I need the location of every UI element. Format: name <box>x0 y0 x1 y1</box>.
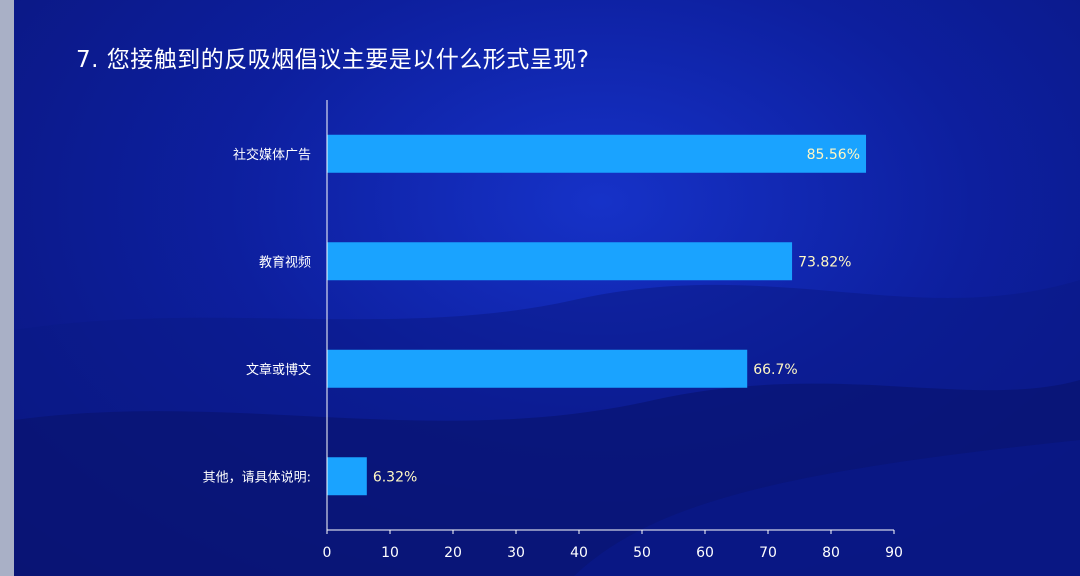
category-label: 其他，请具体说明: <box>203 470 311 485</box>
bar <box>327 457 367 496</box>
x-tick-label: 30 <box>507 545 525 561</box>
value-label: 85.56% <box>807 147 860 163</box>
x-tick-label: 70 <box>759 545 777 561</box>
category-label: 文章或博文 <box>246 362 311 378</box>
x-tick-label: 0 <box>323 545 332 561</box>
slide: 7. 您接触到的反吸烟倡议主要是以什么形式呈现? 社交媒体广告教育视频文章或博文… <box>14 0 1080 576</box>
x-tick-label: 20 <box>444 545 462 561</box>
x-tick-label: 10 <box>381 545 399 561</box>
category-label: 社交媒体广告 <box>233 147 311 163</box>
x-tick-label: 90 <box>885 545 903 561</box>
x-tick-label: 80 <box>822 545 840 561</box>
x-tick-label: 40 <box>570 545 588 561</box>
background-wave-3 <box>574 440 1080 576</box>
value-labels-group: 85.56% 73.82% 66.7% 6.32% <box>373 147 860 486</box>
value-label: 6.32% <box>373 469 417 485</box>
left-edge-strip <box>0 0 14 576</box>
background-waves <box>14 280 1080 576</box>
axes-group <box>326 100 895 534</box>
x-tick-label: 50 <box>633 545 651 561</box>
value-label: 66.7% <box>753 362 797 378</box>
bar <box>327 242 793 281</box>
bar <box>327 134 867 173</box>
tick-labels-group: 0 10 20 30 40 50 60 70 80 90 <box>323 545 903 561</box>
value-label: 73.82% <box>798 254 851 270</box>
bar <box>327 349 748 388</box>
category-label: 教育视频 <box>259 254 311 270</box>
slide-title: 7. 您接触到的反吸烟倡议主要是以什么形式呈现? <box>76 47 590 73</box>
bars-group <box>327 134 867 496</box>
x-tick-label: 60 <box>696 545 714 561</box>
